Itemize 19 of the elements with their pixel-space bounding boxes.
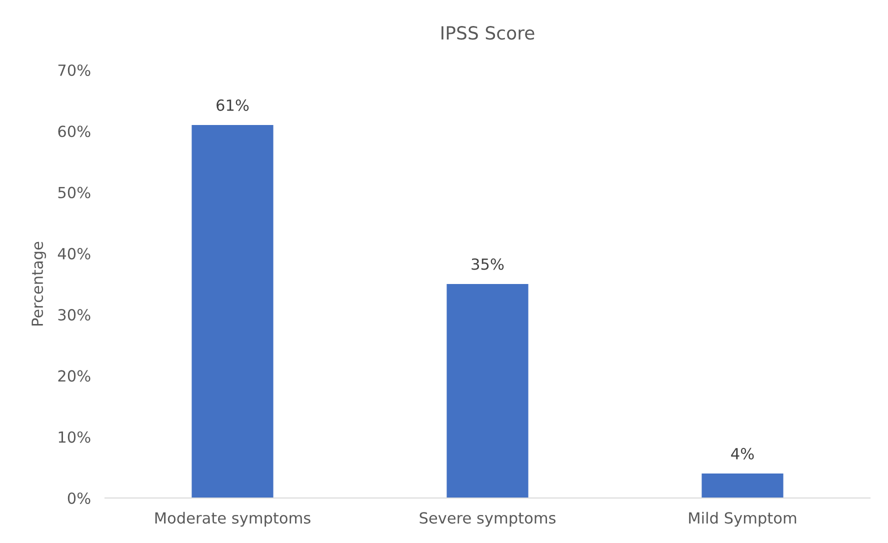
- y-tick-label: 30%: [58, 309, 90, 321]
- y-tick-label: 60%: [58, 126, 90, 138]
- bar: [446, 284, 528, 498]
- x-tick-label: Moderate symptoms: [155, 512, 310, 527]
- x-tick-label: Mild Symptom: [689, 512, 796, 527]
- data-label: 4%: [731, 448, 754, 460]
- y-axis-title: Percentage: [32, 242, 46, 326]
- chart-title: IPSS Score: [442, 26, 534, 40]
- y-tick-label: 40%: [58, 248, 90, 260]
- y-tick-label: 10%: [58, 431, 90, 443]
- y-tick-label: 50%: [58, 186, 90, 198]
- data-label: 61%: [216, 99, 249, 111]
- y-tick-label: 0%: [68, 492, 90, 504]
- data-label: 35%: [472, 258, 504, 270]
- y-tick-label: 20%: [58, 370, 90, 382]
- x-tick-label: Severe symptoms: [420, 512, 556, 527]
- y-tick-label: 70%: [58, 64, 90, 76]
- bar: [702, 474, 784, 498]
- bar: [192, 125, 274, 498]
